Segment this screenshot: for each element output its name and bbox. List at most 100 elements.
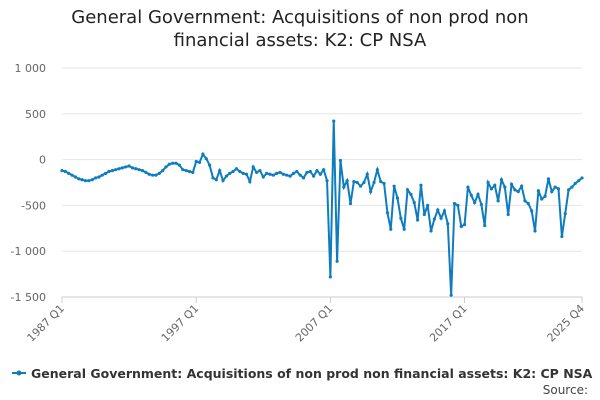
point (409, 192, 413, 197)
point (312, 174, 316, 178)
point (322, 168, 326, 172)
series-line (61, 121, 583, 296)
point (201, 152, 205, 156)
point (140, 168, 145, 173)
point (550, 190, 554, 194)
point (570, 185, 574, 189)
point (489, 187, 494, 191)
y-tick-label: -1 000 (11, 245, 46, 258)
point (553, 185, 557, 189)
point (107, 169, 111, 174)
point (466, 185, 470, 189)
point (177, 163, 182, 167)
point (204, 157, 208, 161)
point (197, 160, 202, 164)
point (63, 169, 67, 174)
source: Source: (543, 383, 588, 397)
point (271, 173, 275, 177)
point (499, 178, 504, 182)
point (73, 175, 78, 179)
point (459, 224, 463, 229)
point (104, 171, 108, 175)
point (328, 275, 332, 279)
point (342, 185, 346, 189)
point (369, 190, 373, 194)
point (348, 201, 353, 206)
chart-title: General Government: Acquisitions of non … (71, 7, 529, 51)
point (546, 177, 551, 181)
point (449, 293, 453, 297)
point (234, 167, 239, 171)
point (318, 172, 322, 176)
point (161, 168, 165, 173)
point (530, 209, 534, 213)
point (375, 168, 379, 172)
point (238, 169, 242, 174)
point (214, 178, 218, 182)
y-tick-label: 500 (25, 108, 46, 121)
point (90, 178, 94, 182)
point (187, 169, 192, 174)
point (154, 173, 158, 177)
point (254, 170, 259, 175)
point (520, 184, 524, 188)
y-tick-label: 0 (39, 154, 46, 167)
point (281, 172, 286, 176)
point (110, 168, 114, 173)
point (473, 201, 477, 205)
point (446, 222, 450, 226)
point (144, 170, 148, 175)
point (70, 173, 74, 177)
point (114, 168, 118, 172)
point (244, 172, 249, 176)
x-tick-label: 2017 Q1 (427, 302, 470, 345)
point (164, 165, 168, 169)
point (476, 192, 480, 197)
point (426, 203, 430, 207)
point (392, 184, 396, 188)
y-tick-label: -500 (21, 199, 46, 212)
point (315, 168, 319, 173)
point (402, 227, 406, 231)
point (543, 194, 547, 198)
legend-marker (16, 370, 22, 376)
point (516, 190, 520, 194)
point (526, 201, 530, 206)
point (496, 199, 500, 203)
point (191, 170, 195, 175)
point (174, 161, 178, 165)
point (560, 234, 564, 239)
point (462, 223, 467, 227)
point (93, 176, 98, 180)
point (573, 181, 577, 186)
point (412, 201, 416, 205)
point (469, 193, 473, 197)
point (556, 187, 561, 191)
point (399, 216, 403, 220)
point (208, 163, 212, 167)
x-tick-label: 1997 Q1 (159, 302, 202, 345)
point (365, 172, 369, 176)
point (382, 181, 386, 186)
point (288, 174, 292, 178)
point (231, 169, 235, 174)
point (134, 167, 138, 171)
point (442, 209, 447, 213)
point (483, 223, 487, 228)
point (533, 229, 537, 233)
point (432, 217, 436, 221)
point (120, 166, 124, 170)
point (580, 176, 584, 180)
point (325, 179, 329, 183)
point (150, 173, 155, 177)
point (536, 189, 540, 193)
point (486, 180, 490, 185)
point (513, 188, 517, 192)
point (422, 212, 426, 217)
point (248, 179, 252, 184)
point (228, 171, 232, 175)
point (265, 171, 269, 175)
point (506, 212, 510, 217)
point (130, 166, 135, 170)
